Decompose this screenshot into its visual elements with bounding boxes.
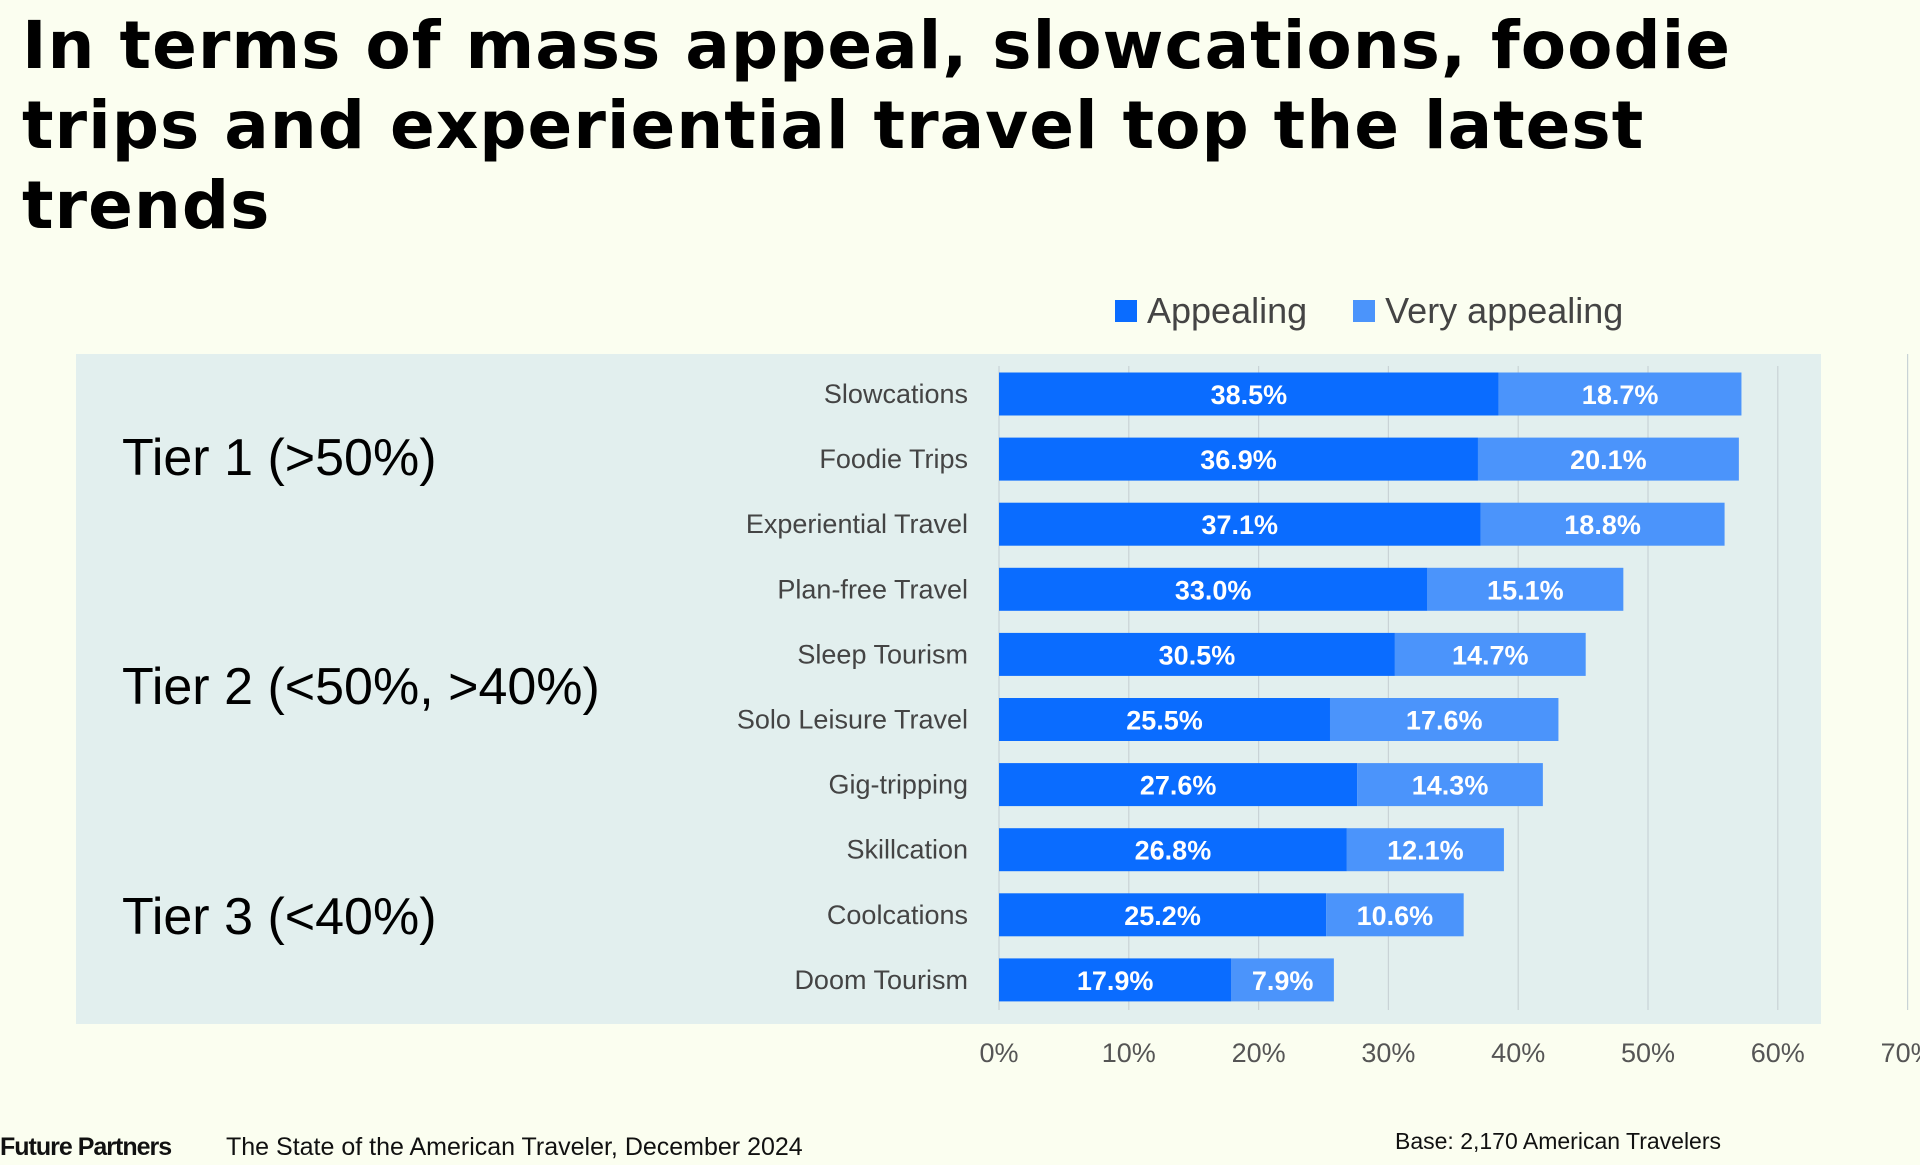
chart-legend: Appealing Very appealing [1115, 290, 1623, 332]
x-tick-label: 30% [1361, 1038, 1415, 1068]
bar-segment-appealing [999, 698, 1330, 741]
data-label: 10.6% [1357, 901, 1434, 931]
x-tick-label: 10% [1102, 1038, 1156, 1068]
page-title: In terms of mass appeal, slowcations, fo… [22, 7, 1732, 244]
data-label: 14.3% [1412, 771, 1489, 801]
x-tick-label: 70% [1881, 1038, 1920, 1068]
source-note: The State of the American Traveler, Dece… [226, 1133, 803, 1161]
category-label: Coolcations [827, 900, 968, 930]
bar-segment-very-appealing [1329, 698, 1559, 741]
data-label: 18.8% [1564, 510, 1641, 540]
legend-swatch-appealing [1115, 300, 1137, 322]
x-tick-label: 50% [1621, 1038, 1675, 1068]
tier-1-label: Tier 1 (>50%) [122, 429, 437, 487]
brand-logo: Future Partners [0, 1133, 172, 1161]
data-label: 36.9% [1200, 445, 1277, 475]
bar-segment-appealing [999, 893, 1327, 937]
legend-label: Very appealing [1385, 290, 1624, 331]
data-label: 15.1% [1487, 575, 1564, 605]
data-label: 38.5% [1211, 380, 1288, 410]
category-label: Doom Tourism [794, 965, 968, 995]
tier-3-label: Tier 3 (<40%) [122, 888, 437, 946]
bar-segment-very-appealing [1477, 437, 1739, 481]
bar-segment-appealing [999, 502, 1481, 546]
base-note: Base: 2,170 American Travelers [1395, 1128, 1721, 1154]
bar-segment-very-appealing [1427, 567, 1624, 611]
category-label: Solo Leisure Travel [737, 705, 968, 735]
data-label: 33.0% [1175, 575, 1252, 605]
bar-segment-very-appealing [1498, 372, 1742, 416]
bar-segment-very-appealing [1357, 763, 1543, 807]
category-label: Foodie Trips [819, 444, 968, 474]
legend-item-appealing: Appealing [1115, 290, 1307, 332]
data-label: 27.6% [1140, 771, 1217, 801]
data-label: 25.5% [1126, 706, 1203, 736]
tier-2-label: Tier 2 (<50%, >40%) [122, 658, 600, 716]
category-label: Skillcation [846, 835, 968, 865]
data-label: 7.9% [1252, 966, 1314, 996]
legend-swatch-very-appealing [1353, 300, 1376, 322]
bar-segment-appealing [999, 437, 1478, 481]
category-label: Slowcations [824, 379, 968, 409]
data-label: 26.8% [1135, 836, 1212, 866]
bar-segment-very-appealing [1231, 958, 1334, 1002]
data-label: 12.1% [1387, 836, 1464, 866]
x-tick-label: 60% [1751, 1038, 1805, 1068]
data-label: 18.7% [1582, 380, 1659, 410]
bar-segment-appealing [999, 567, 1428, 611]
legend-item-very-appealing: Very appealing [1353, 290, 1623, 332]
bar-segment-appealing [999, 632, 1395, 676]
category-label: Experiential Travel [746, 509, 968, 539]
category-label: Gig-tripping [828, 770, 968, 800]
legend-label: Appealing [1147, 290, 1308, 331]
x-tick-label: 20% [1232, 1038, 1286, 1068]
data-label: 25.2% [1124, 901, 1201, 931]
data-label: 17.6% [1406, 706, 1483, 736]
data-label: 37.1% [1201, 510, 1278, 540]
category-label: Sleep Tourism [797, 639, 968, 669]
data-label: 17.9% [1077, 966, 1154, 996]
category-label: Plan-free Travel [777, 574, 968, 604]
data-label: 20.1% [1570, 445, 1647, 475]
bar-segment-appealing [999, 958, 1232, 1002]
bar-segment-very-appealing [1480, 502, 1725, 546]
bar-segment-very-appealing [1326, 893, 1464, 937]
x-tick-label: 0% [979, 1038, 1018, 1068]
data-label: 30.5% [1159, 640, 1236, 670]
bar-segment-appealing [999, 372, 1499, 416]
bar-segment-very-appealing [1346, 828, 1504, 872]
data-label: 14.7% [1452, 640, 1529, 670]
bar-segment-very-appealing [1394, 632, 1586, 676]
bar-segment-appealing [999, 828, 1347, 872]
bar-segment-appealing [999, 763, 1358, 807]
x-tick-label: 40% [1491, 1038, 1545, 1068]
